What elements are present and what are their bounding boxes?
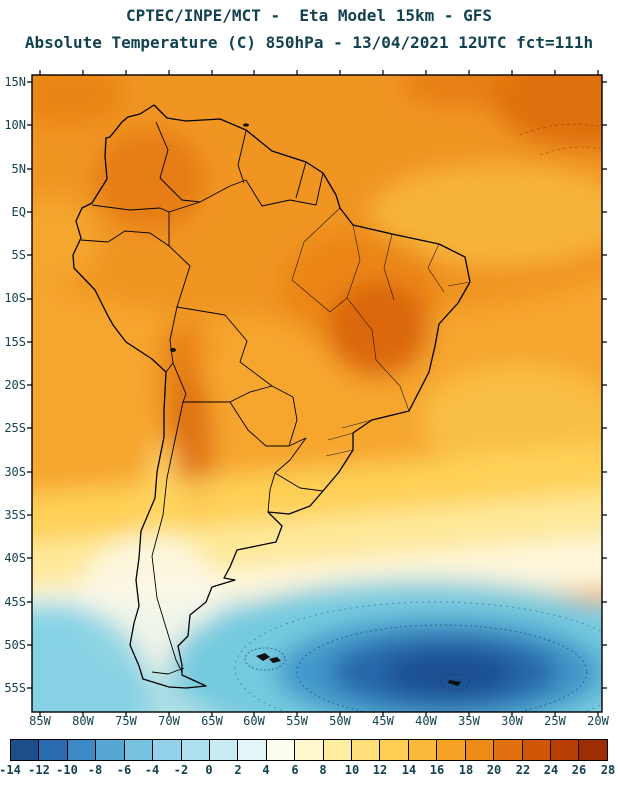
title-line-2: Absolute Temperature (C) 850hPa - 13/04/…	[24, 33, 594, 52]
lon-tick-label: 25W	[544, 714, 566, 728]
coastline	[72, 104, 471, 689]
lon-tick-label: 55W	[286, 714, 308, 728]
axis-ticks-bottom	[39, 712, 599, 717]
colorbar-cell	[11, 740, 40, 760]
colorbar-label: 20	[486, 763, 502, 777]
lon-tick-label: 50W	[329, 714, 351, 728]
colorbar-label: -2	[173, 763, 189, 777]
colorbar-label: -10	[56, 763, 78, 777]
colorbar-cell	[153, 740, 182, 760]
colorbar-cell	[352, 740, 381, 760]
lon-tick-label: 60W	[243, 714, 265, 728]
axis-ticks-top	[39, 70, 599, 75]
lat-tick-label: 5S	[11, 248, 26, 262]
map-frame	[27, 70, 607, 717]
lon-tick-label: 40W	[415, 714, 437, 728]
colorbar-label: 26	[571, 763, 587, 777]
colorbar-cell	[181, 740, 210, 760]
colorbar-cell	[323, 740, 353, 760]
colorbar-cell	[266, 740, 296, 760]
contour-lines	[234, 123, 602, 712]
colorbar-label: 16	[429, 763, 445, 777]
colorbar-label: 18	[458, 763, 474, 777]
colorbar-cell	[408, 740, 438, 760]
lat-tick-label: 35S	[4, 508, 26, 522]
lon-tick-label: 35W	[458, 714, 480, 728]
colorbar-label: 22	[515, 763, 531, 777]
colorbar-cell	[124, 740, 154, 760]
lat-tick-label: 40S	[4, 551, 26, 565]
lat-tick-label: 5N	[11, 162, 26, 176]
lon-tick-label: 70W	[158, 714, 180, 728]
lat-tick-label: 10N	[4, 118, 26, 132]
state-borders	[291, 207, 471, 457]
colorbar-label: 8	[319, 763, 327, 777]
colorbar-label: 4	[262, 763, 270, 777]
colorbar-cell	[295, 740, 324, 760]
lat-tick-label: 15N	[4, 75, 26, 89]
lon-tick-label: 80W	[72, 714, 94, 728]
lon-tick-label: 45W	[372, 714, 394, 728]
colorbar-cell	[437, 740, 466, 760]
colorbar-label: 14	[401, 763, 417, 777]
colorbar-label: 28	[600, 763, 616, 777]
colorbar-cell	[380, 740, 409, 760]
lat-tick-label: 20S	[4, 378, 26, 392]
colorbar-cell	[96, 740, 125, 760]
lat-tick-label: 50S	[4, 638, 26, 652]
colorbar-label: -4	[144, 763, 160, 777]
lat-tick-label: EQ	[11, 205, 26, 219]
colorbar-label: 2	[234, 763, 242, 777]
lat-tick-label: 15S	[4, 335, 26, 349]
lon-tick-label: 65W	[201, 714, 223, 728]
lat-tick-label: 10S	[4, 291, 26, 305]
colorbar-label: 24	[543, 763, 559, 777]
colorbar-cell	[579, 740, 607, 760]
axis-ticks-right	[602, 81, 607, 689]
colorbar-label: -12	[28, 763, 50, 777]
colorbar	[10, 739, 608, 761]
colorbar-label: 6	[291, 763, 299, 777]
lat-tick-label: 25S	[4, 421, 26, 435]
lon-tick-label: 20W	[587, 714, 609, 728]
lat-tick-label: 30S	[4, 465, 26, 479]
colorbar-cell	[238, 740, 267, 760]
colorbar-label: 10	[344, 763, 360, 777]
country-borders	[80, 121, 324, 675]
lon-tick-label: 30W	[501, 714, 523, 728]
title-line-1: CPTEC/INPE/MCT - Eta Model 15km - GFS	[125, 6, 493, 25]
lat-tick-label: 45S	[4, 595, 26, 609]
lon-tick-label: 85W	[29, 714, 51, 728]
colorbar-cell	[39, 740, 68, 760]
colorbar-label: 12	[372, 763, 388, 777]
colorbar-label: 0	[205, 763, 213, 777]
colorbar-cell	[494, 740, 523, 760]
colorbar-cell	[522, 740, 552, 760]
colorbar-label: -14	[0, 763, 21, 777]
colorbar-cell	[209, 740, 239, 760]
colorbar-cell	[551, 740, 580, 760]
temperature-field	[32, 75, 602, 712]
lat-tick-label: 55S	[4, 681, 26, 695]
colorbar-cell	[465, 740, 495, 760]
colorbar-label: -6	[116, 763, 132, 777]
colorbar-cell	[67, 740, 97, 760]
lon-tick-label: 75W	[115, 714, 137, 728]
axis-ticks-left	[27, 81, 32, 689]
islands	[170, 123, 461, 686]
colorbar-label: -8	[87, 763, 103, 777]
